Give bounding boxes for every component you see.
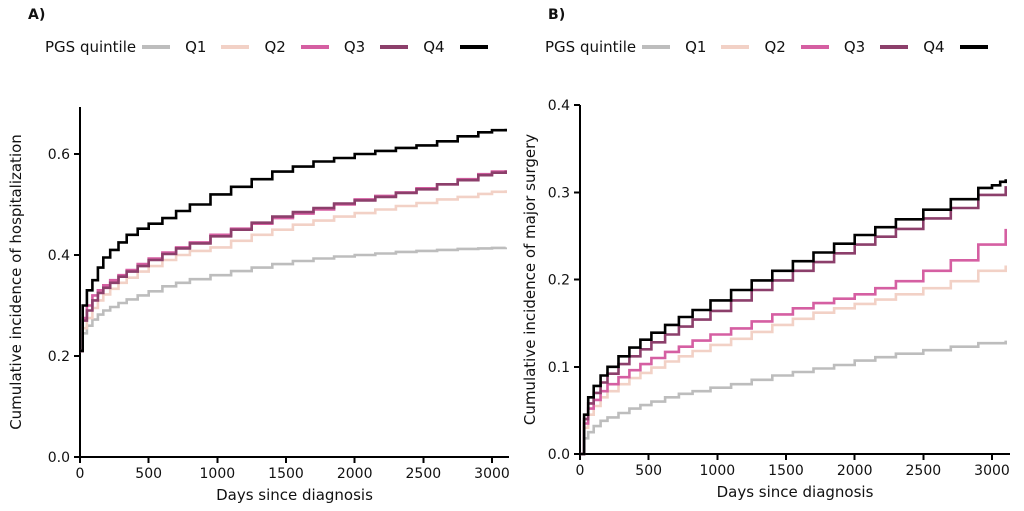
panel-b-plot: 0 500 1000 1500 2000 2500 3000 0.0 0.1 0.2 0.3 0.4 D… — [521, 98, 1010, 501]
legend-swatch-q1 — [142, 45, 171, 49]
panel-a-label: A) — [28, 7, 46, 23]
y-tick-label: 0.1 — [548, 360, 570, 376]
y-tick-label: 0.4 — [48, 248, 70, 264]
y-tick-label: 0.0 — [48, 450, 70, 466]
x-tick-label: 1500 — [768, 463, 804, 479]
x-tick-label: 500 — [135, 466, 162, 482]
panel-a-plot: 0 500 1000 1500 2000 2500 3000 0.0 0.2 0.4 0.6 Days… — [7, 107, 510, 504]
legend-swatch-q5 — [959, 45, 988, 49]
x-tick-label: 1000 — [700, 463, 736, 479]
x-tick-label: 0 — [576, 463, 585, 479]
legend-label-q4: Q4 — [423, 38, 445, 56]
legend-label-q3: Q3 — [343, 38, 366, 56]
curve-q4 — [80, 170, 507, 353]
tick-labels: 0 500 1000 1500 2000 2500 3000 0.0 0.1 0.2 0.3 0.4 — [548, 98, 1010, 479]
curve-q5 — [80, 128, 507, 353]
x-tick-label: 1000 — [200, 466, 236, 482]
legend-swatch-q3 — [300, 45, 329, 49]
y-axis-label: Cumulative incidence of hospitalization — [7, 134, 25, 430]
panel-b-label: B) — [548, 7, 566, 23]
tick-labels: 0 500 1000 1500 2000 2500 3000 0.0 0.2 0.4 0.6 — [48, 147, 510, 482]
x-tick-label: 2000 — [837, 463, 873, 479]
legend-title: PGS quintile — [545, 38, 637, 56]
legend-label-q4: Q4 — [923, 38, 945, 56]
y-tick-label: 0.2 — [48, 349, 70, 365]
y-tick-label: 0.4 — [548, 98, 570, 114]
x-tick-label: 1500 — [268, 466, 304, 482]
x-tick-label: 0 — [76, 466, 85, 482]
y-tick-label: 0.3 — [548, 185, 570, 201]
x-tick-label: 2500 — [406, 466, 442, 482]
legend-swatch-q2 — [721, 45, 750, 49]
axes-spines — [578, 105, 1010, 456]
curve-q1 — [80, 246, 507, 353]
x-axis-label: Days since diagnosis — [216, 486, 373, 504]
axis-ticks — [574, 104, 993, 460]
x-tick-label: 2000 — [337, 466, 373, 482]
curve-q2 — [580, 265, 1007, 456]
panel-a-legend: PGS quintile Q1 Q2 Q3 Q4 — [45, 38, 512, 56]
legend-swatch-q4 — [380, 45, 409, 49]
y-tick-label: 0.2 — [548, 273, 570, 289]
curves — [580, 179, 1007, 456]
legend-label-q3: Q3 — [843, 38, 866, 56]
legend-swatch-q4 — [880, 45, 909, 49]
panel-a: A) PGS quintile Q1 Q2 Q3 Q4 0 500 1000 1500 200… — [7, 7, 512, 504]
x-axis-label: Days since diagnosis — [717, 483, 874, 501]
legend-label-q2: Q2 — [764, 38, 786, 56]
x-tick-label: 500 — [635, 463, 662, 479]
legend-swatch-q5 — [459, 45, 488, 49]
legend-swatch-q3 — [800, 45, 829, 49]
y-tick-label: 0.0 — [548, 447, 570, 463]
legend-label-q1: Q1 — [685, 38, 707, 56]
curve-q2 — [80, 190, 507, 353]
panel-b: B) PGS quintile Q1 Q2 Q3 Q4 0 500 1000 1500 200… — [512, 0, 1024, 511]
curves — [80, 128, 507, 353]
legend-label-q2: Q2 — [264, 38, 286, 56]
legend-swatch-q1 — [642, 45, 671, 49]
axis-ticks — [74, 152, 493, 463]
panel-b-legend: PGS quintile Q1 Q2 Q3 Q4 — [545, 38, 1024, 56]
curve-q5 — [580, 179, 1007, 456]
curve-q3 — [580, 228, 1007, 456]
x-tick-label: 3000 — [974, 463, 1010, 479]
y-axis-label: Cumulative incidence of major surgery — [521, 134, 539, 425]
legend-swatch-q2 — [221, 45, 250, 49]
axes-spines — [78, 107, 509, 459]
legend-title: PGS quintile — [45, 38, 137, 56]
x-tick-label: 2500 — [906, 463, 942, 479]
legend-label-q1: Q1 — [185, 38, 207, 56]
x-tick-label: 3000 — [474, 466, 510, 482]
curve-q1 — [580, 340, 1007, 456]
y-tick-label: 0.6 — [48, 147, 70, 163]
